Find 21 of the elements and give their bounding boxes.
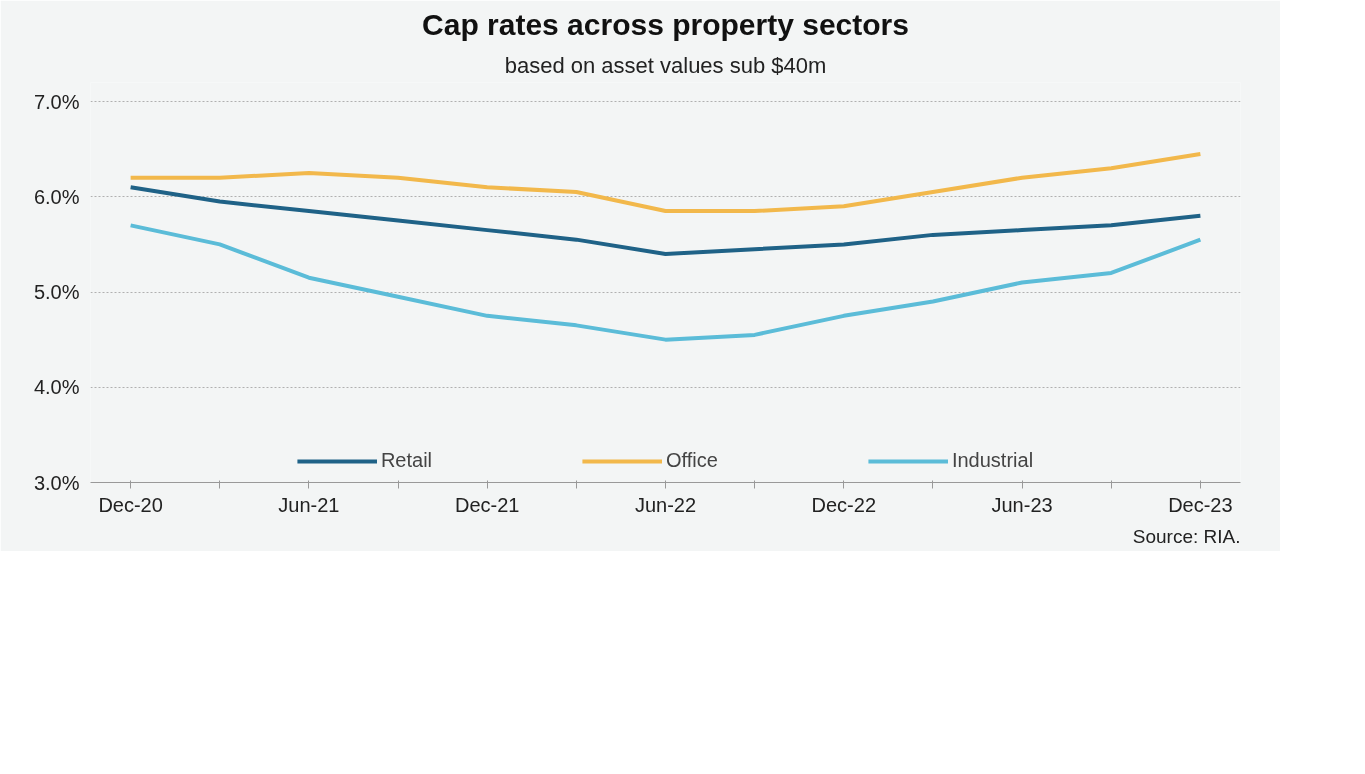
source-note: Source: RIA.	[1132, 525, 1241, 547]
x-tick-label: Dec-21	[454, 493, 520, 516]
legend-label: Industrial	[951, 449, 1034, 472]
y-tick-label: 7.0%	[33, 90, 80, 113]
y-tick-label: 5.0%	[33, 281, 80, 304]
legend-label: Office	[666, 449, 718, 472]
chart-title: Cap rates across property sectors	[422, 7, 909, 41]
x-tick-label: Jun-23	[991, 493, 1053, 516]
line-series	[128, 185, 1203, 256]
y-tick-label: 3.0%	[33, 471, 80, 494]
line-series	[128, 223, 1203, 342]
x-tick-label: Jun-21	[278, 493, 340, 516]
legend-label: Retail	[380, 449, 433, 472]
line-series	[128, 151, 1203, 214]
y-tick-label: 4.0%	[33, 376, 80, 399]
y-tick-label: 6.0%	[33, 185, 80, 208]
x-tick-label: Dec-22	[811, 493, 877, 516]
x-tick-label: Jun-22	[634, 493, 697, 516]
x-tick-label: Dec-23	[1168, 493, 1233, 516]
x-tick-label: Dec-20	[98, 493, 163, 516]
chart-subtitle: based on asset values sub $40m	[504, 52, 827, 78]
